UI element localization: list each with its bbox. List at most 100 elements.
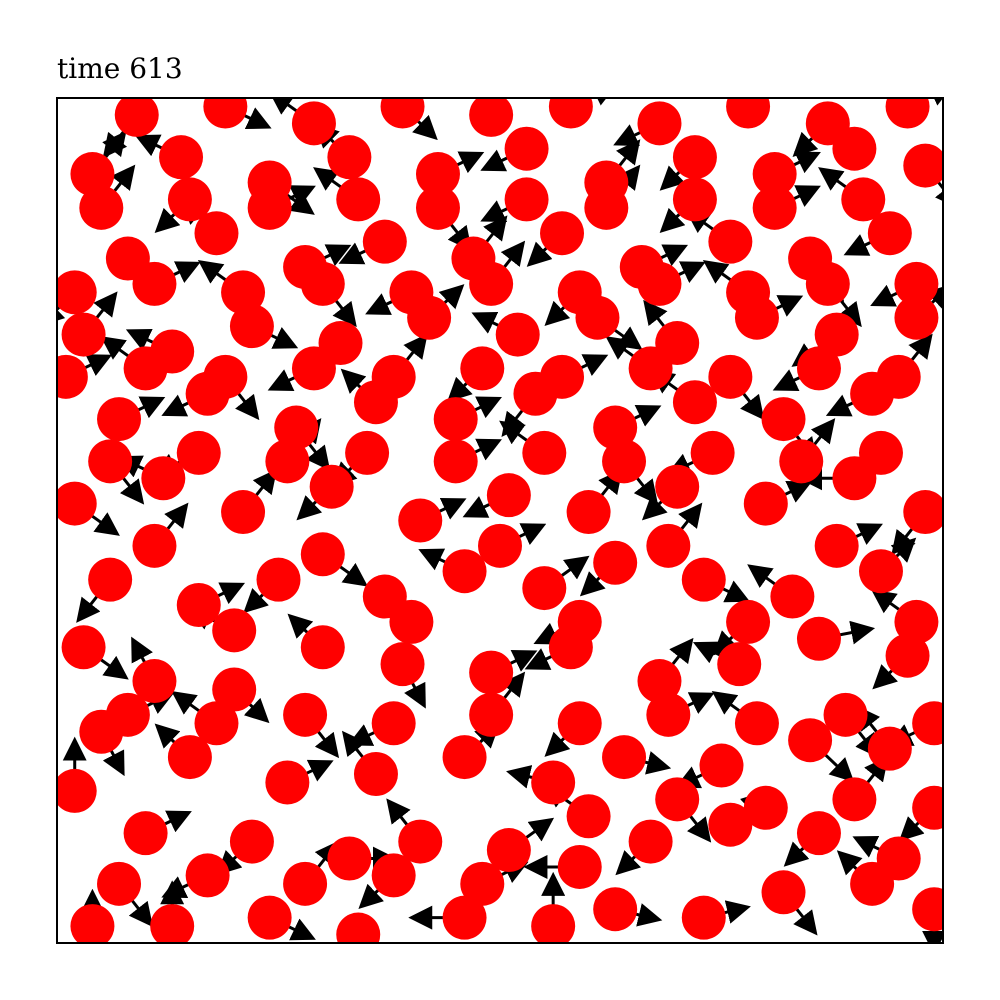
particle-35 bbox=[301, 625, 345, 669]
particle-68 bbox=[434, 397, 478, 441]
particle-187 bbox=[912, 701, 956, 745]
particle-64 bbox=[97, 397, 141, 441]
particle-177 bbox=[912, 786, 956, 830]
particle-50 bbox=[682, 558, 726, 602]
particle-107 bbox=[203, 84, 247, 128]
particle-123 bbox=[726, 600, 770, 644]
particle-136 bbox=[44, 355, 88, 399]
particle-170 bbox=[283, 862, 327, 906]
particle-52 bbox=[859, 549, 903, 593]
particle-159 bbox=[168, 177, 212, 221]
particle-125 bbox=[894, 600, 938, 644]
particle-37 bbox=[469, 651, 513, 695]
particle-27 bbox=[531, 760, 575, 804]
particle-142 bbox=[540, 355, 584, 399]
particle-166 bbox=[753, 186, 797, 230]
particle-165 bbox=[673, 177, 717, 221]
particle-126 bbox=[88, 439, 132, 483]
particle-54 bbox=[141, 456, 185, 500]
particle-59 bbox=[567, 490, 611, 534]
particle-1 bbox=[150, 904, 194, 948]
particle-8 bbox=[762, 870, 806, 914]
particle-175 bbox=[744, 786, 788, 830]
particle-180 bbox=[283, 693, 327, 737]
particle-49 bbox=[593, 541, 637, 585]
particle-160 bbox=[248, 186, 292, 230]
particle-47 bbox=[443, 549, 487, 593]
particle-161 bbox=[336, 177, 380, 221]
particle-140 bbox=[372, 355, 416, 399]
particle-141 bbox=[460, 346, 504, 390]
particle-100 bbox=[505, 127, 549, 171]
particle-179 bbox=[194, 701, 238, 745]
particle-61 bbox=[744, 482, 788, 526]
particle-174 bbox=[655, 777, 699, 821]
particle-186 bbox=[824, 693, 868, 737]
particle-7 bbox=[682, 896, 726, 940]
particle-132 bbox=[602, 439, 646, 483]
particle-178 bbox=[106, 693, 150, 737]
particle-43 bbox=[88, 558, 132, 602]
particle-173 bbox=[567, 794, 611, 838]
particle-11 bbox=[53, 769, 97, 813]
particle-92 bbox=[708, 220, 752, 264]
particle-181 bbox=[372, 701, 416, 745]
particle-108 bbox=[292, 101, 336, 145]
particle-25 bbox=[354, 752, 398, 796]
particle-110 bbox=[469, 93, 513, 137]
particle-32 bbox=[62, 625, 106, 669]
particle-182 bbox=[469, 693, 513, 737]
particle-113 bbox=[726, 84, 770, 128]
particle-128 bbox=[265, 439, 309, 483]
particle-135 bbox=[859, 431, 903, 475]
particle-137 bbox=[124, 346, 168, 390]
particle-98 bbox=[327, 135, 371, 179]
particle-106 bbox=[115, 93, 159, 137]
particle-145 bbox=[797, 346, 841, 390]
particle-121 bbox=[558, 600, 602, 644]
particle-158 bbox=[79, 186, 123, 230]
particle-163 bbox=[505, 177, 549, 221]
particle-155 bbox=[726, 270, 770, 314]
particle-10 bbox=[912, 887, 956, 931]
particle-21 bbox=[877, 837, 921, 881]
particle-164 bbox=[584, 186, 628, 230]
particle-24 bbox=[265, 760, 309, 804]
particle-156 bbox=[806, 262, 850, 306]
particle-150 bbox=[301, 262, 345, 306]
particle-183 bbox=[558, 701, 602, 745]
particle-184 bbox=[646, 693, 690, 737]
particle-51 bbox=[770, 575, 814, 619]
particle-172 bbox=[460, 862, 504, 906]
particle-148 bbox=[132, 262, 176, 306]
particle-72 bbox=[762, 397, 806, 441]
particle-112 bbox=[637, 101, 681, 145]
particle-131 bbox=[522, 431, 566, 475]
particle-154 bbox=[637, 262, 681, 306]
particle-3 bbox=[336, 913, 380, 957]
particle-41 bbox=[797, 617, 841, 661]
particle-185 bbox=[735, 701, 779, 745]
particle-29 bbox=[700, 744, 744, 788]
particle-57 bbox=[398, 499, 442, 543]
particle-149 bbox=[221, 270, 265, 314]
particle-139 bbox=[292, 346, 336, 390]
particle-45 bbox=[257, 558, 301, 602]
particle-71 bbox=[673, 380, 717, 424]
particle-134 bbox=[779, 439, 823, 483]
particle-18 bbox=[629, 820, 673, 864]
particle-74 bbox=[62, 313, 106, 357]
particle-117 bbox=[212, 608, 256, 652]
particle-53 bbox=[53, 482, 97, 526]
particle-60 bbox=[655, 465, 699, 509]
particle-105 bbox=[903, 144, 947, 188]
particle-5 bbox=[531, 904, 575, 948]
particle-162 bbox=[416, 186, 460, 230]
particle-169 bbox=[186, 853, 230, 897]
particle-12 bbox=[124, 811, 168, 855]
particle-124 bbox=[815, 524, 859, 568]
particle-168 bbox=[97, 862, 141, 906]
particle-127 bbox=[177, 431, 221, 475]
particle-79 bbox=[496, 313, 540, 357]
